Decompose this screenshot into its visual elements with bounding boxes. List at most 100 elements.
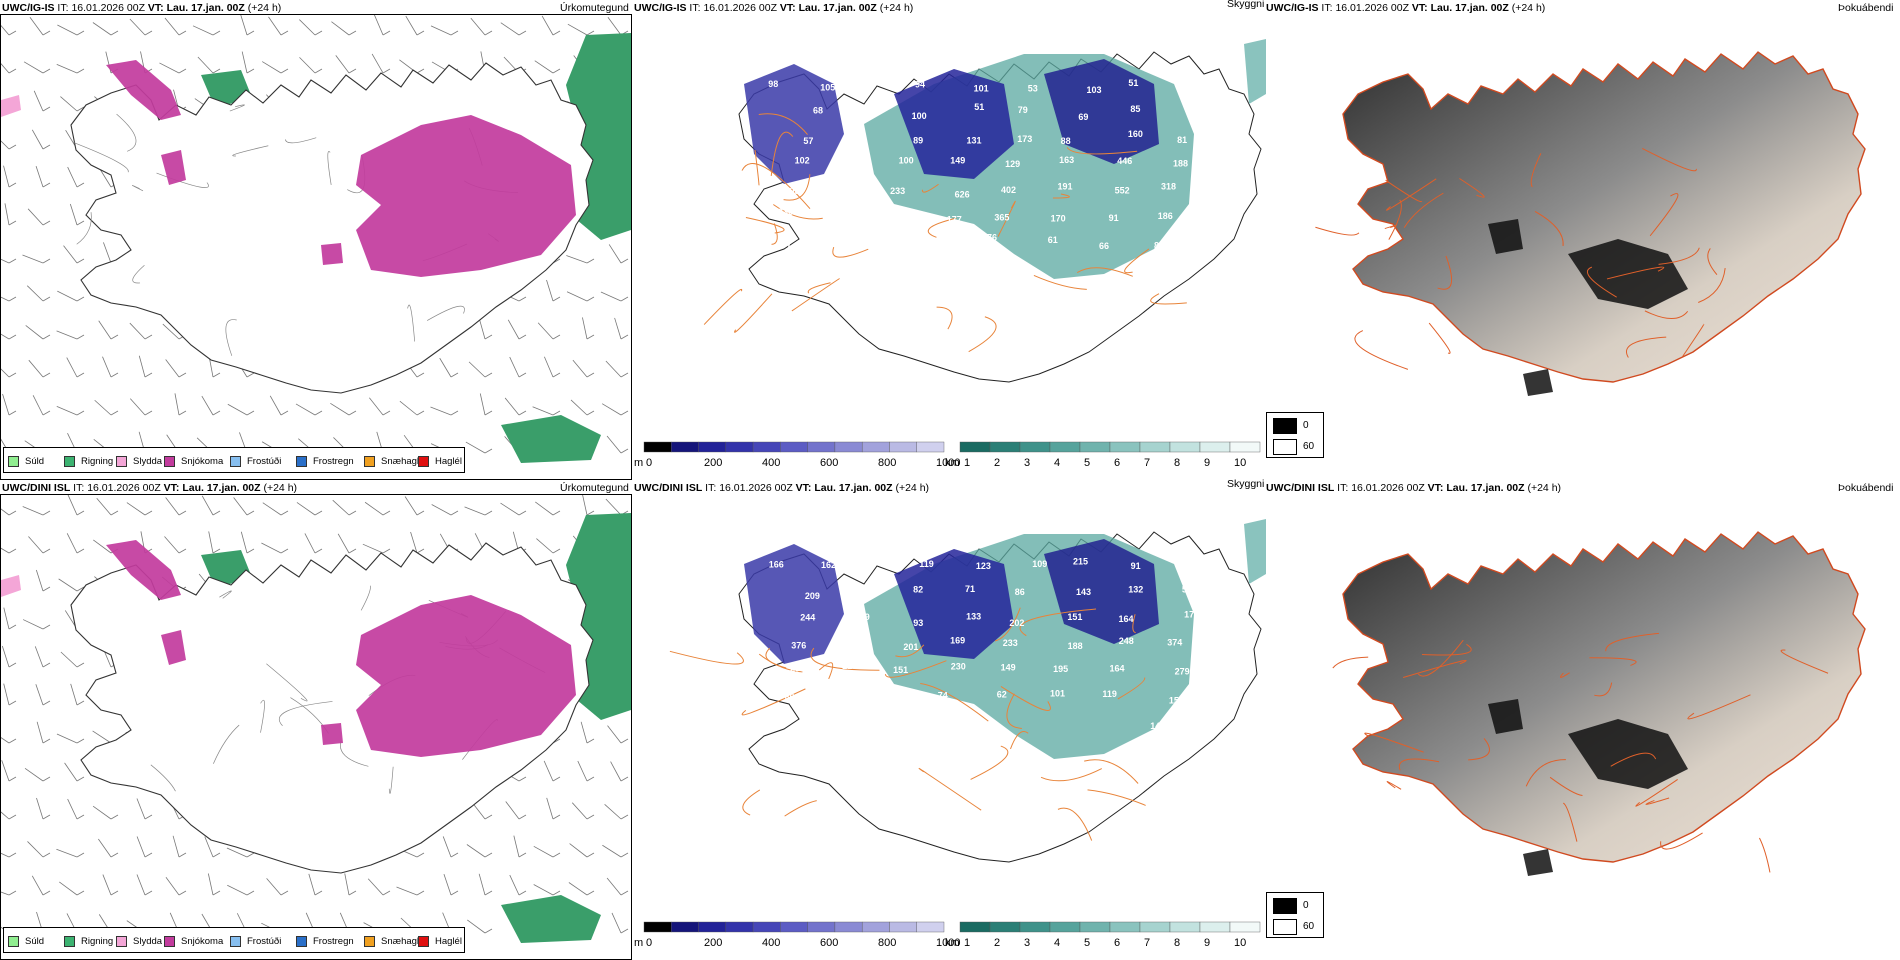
- wind-barb: [192, 25, 214, 36]
- wind-barb: [299, 19, 316, 36]
- vt-label: VT:: [1427, 482, 1444, 494]
- ceiling-value-label: 51: [1128, 78, 1138, 88]
- snow-area-northwest: [106, 60, 181, 120]
- wind-barb: [197, 56, 214, 74]
- ceiling-value-label: 446: [1117, 156, 1132, 166]
- road-line: [260, 699, 265, 733]
- legend-label: Frostregn: [313, 935, 354, 947]
- wind-barb-feather: [8, 144, 17, 150]
- ceiling-value-label: 100: [912, 111, 927, 121]
- road-line: [895, 644, 925, 658]
- road-line: [770, 131, 794, 176]
- wind-barb: [570, 399, 588, 416]
- wind-barb: [509, 874, 520, 896]
- ceiling-tick-label: 0: [646, 457, 653, 469]
- wind-barb-feather: [178, 410, 187, 416]
- wind-barb-feather: [8, 662, 17, 668]
- wind-barb: [60, 651, 78, 668]
- vt-value: Lau. 17.jan. 00Z: [798, 2, 877, 14]
- ceiling-value-label: 173: [1017, 134, 1032, 144]
- wind-barb: [604, 804, 622, 820]
- wind-barb: [69, 203, 78, 226]
- ceiling-value-label: 74: [938, 690, 948, 700]
- wind-barb: [504, 397, 520, 416]
- legend-swatch: [230, 455, 241, 467]
- visibility-tick-label: 3: [1024, 937, 1031, 949]
- precip-panel-header: UWC/DINI ISL IT: 16.01.2026 00Z VT: Lau.…: [2, 482, 297, 494]
- wind-barb-feather: [8, 220, 17, 226]
- ceiling-colorbar-bin: [671, 921, 699, 933]
- wind-barb-feather: [518, 852, 527, 858]
- road-line: [1076, 267, 1133, 277]
- wind-barb: [136, 874, 146, 896]
- wind-barb: [92, 22, 112, 36]
- wind-barb: [136, 798, 146, 820]
- wind-barb-feather: [586, 738, 595, 744]
- legend-label: Snæhagl: [381, 935, 420, 947]
- wind-barb-feather: [178, 890, 187, 896]
- wind-barb: [544, 356, 554, 378]
- wind-barb-feather: [42, 30, 51, 36]
- wind-barb: [332, 499, 350, 516]
- wind-barb: [92, 805, 112, 820]
- ceiling-tick-label: 400: [762, 457, 781, 469]
- ceiling-value-label: 82: [1154, 241, 1164, 251]
- model-name: UWC/DINI ISL: [2, 482, 71, 494]
- wind-barb-feather: [348, 890, 357, 896]
- wind-barb-feather: [8, 548, 17, 554]
- it-label: IT:: [705, 482, 717, 494]
- visibility-tick-label: 10: [1234, 457, 1247, 469]
- wind-barb-feather: [518, 30, 527, 36]
- visibility-colorbar-bin: [1049, 441, 1081, 453]
- fog-panel-header: UWC/DINI ISL IT: 16.01.2026 00Z VT: Lau.…: [1266, 482, 1561, 494]
- wind-barb: [102, 874, 112, 896]
- wind-barb-feather: [110, 510, 119, 516]
- ceiling-value-label: 123: [1188, 105, 1203, 115]
- precip-map: [1, 495, 631, 943]
- wind-barb-feather: [314, 30, 323, 36]
- ceiling-colorbar-bin: [752, 441, 781, 453]
- model-name: UWC/DINI ISL: [634, 482, 703, 494]
- road-line: [758, 113, 808, 135]
- visibility-colorbar-bin: [1139, 441, 1171, 453]
- wind-barb-feather: [110, 334, 119, 340]
- wind-barb-feather: [42, 144, 51, 150]
- road-line: [278, 701, 333, 726]
- wind-barb: [582, 317, 588, 340]
- ceiling-colorbar-bin: [780, 441, 808, 453]
- wind-barb: [571, 802, 588, 820]
- wind-barb-feather: [144, 372, 153, 378]
- iceland-fog-field: [1342, 51, 1866, 383]
- ceiling-value-label: 376: [791, 641, 806, 651]
- wind-barb-feather: [110, 890, 119, 896]
- wind-barb: [566, 255, 588, 264]
- wind-barb: [66, 357, 78, 378]
- wind-barb-feather: [8, 30, 17, 36]
- ceiling-value-label: 62: [997, 690, 1007, 700]
- wind-barb: [98, 320, 112, 340]
- wind-barb-feather: [178, 510, 187, 516]
- road-line: [1437, 255, 1453, 290]
- wind-barb-feather: [8, 814, 17, 820]
- wind-barb-feather: [42, 662, 51, 668]
- wind-barb-feather: [586, 296, 595, 302]
- ceiling-value-label: 93: [913, 618, 923, 628]
- ceiling-colorbar-bin: [643, 921, 672, 933]
- wind-barb-feather: [280, 510, 289, 516]
- ceiling-tick-label: 200: [704, 457, 723, 469]
- ceiling-value-label: 85: [1130, 104, 1140, 114]
- wind-barb-feather: [42, 182, 51, 188]
- legend-swatch: [230, 935, 241, 947]
- wind-barb: [543, 760, 554, 782]
- visibility-colorbar-bin: [1199, 921, 1231, 933]
- wind-barb-feather: [212, 510, 221, 516]
- wind-barb: [36, 797, 44, 820]
- wind-barb: [70, 683, 78, 706]
- model-name: UWC/IG-IS: [1266, 2, 1319, 14]
- wind-barb-feather: [450, 30, 459, 36]
- visibility-colorbar-bin: [1229, 921, 1261, 933]
- wind-barb: [165, 497, 180, 516]
- precip-legend: Súld Rigning Slydda Snjókoma Frostúði Frostre…: [3, 447, 465, 473]
- wind-barb: [159, 62, 180, 74]
- wind-barb-feather: [212, 68, 221, 74]
